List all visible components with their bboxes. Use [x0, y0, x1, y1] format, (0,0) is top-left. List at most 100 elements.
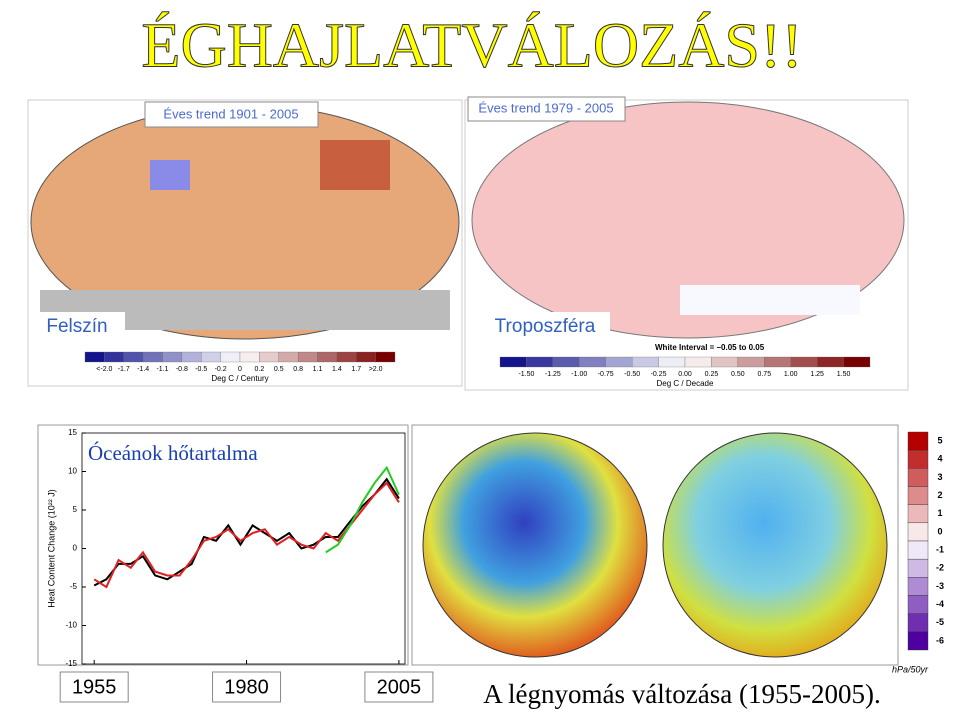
colorbar-label: 0.75: [757, 371, 771, 378]
colorbar-cell: [123, 351, 144, 363]
colorbar-cell: [907, 577, 929, 596]
colorbar-label: 0.25: [705, 371, 719, 378]
plot-area: [81, 432, 406, 665]
colorbar-cell: [375, 351, 396, 363]
colorbar-tick: 5: [937, 435, 942, 445]
colorbar-label: 1.00: [784, 371, 798, 378]
colorbar-cell: [737, 356, 765, 368]
colorbar-tick: 0: [937, 526, 942, 536]
colorbar-cell: [907, 504, 929, 524]
period-label: Éves trend 1901 - 2005: [163, 106, 298, 121]
colorbar: 5 4 3 2 1 0 -1 -2 -3 -4 -5 -6: [907, 431, 944, 651]
period-label: Éves trend 1979 - 2005: [478, 100, 613, 115]
colorbar-label: 1.7: [351, 366, 361, 373]
colorbar-label: -0.75: [598, 371, 614, 378]
colorbar-cell: [162, 351, 183, 363]
colorbar-cell: [220, 351, 241, 363]
colorbar-label: 1.50: [837, 371, 851, 378]
colorbar-cell: [181, 351, 202, 363]
x-tick-label: 1955: [72, 676, 117, 698]
y-tick-label: -15: [65, 659, 77, 668]
colorbar-cell: [816, 356, 844, 368]
colorbar-label: >2.0: [369, 366, 383, 373]
map-region: [150, 160, 190, 190]
colorbar-tick: 4: [937, 454, 942, 464]
label-box: [30, 312, 125, 340]
colorbar-label: -0.8: [176, 366, 188, 373]
colorbar-label: -1.7: [118, 366, 130, 373]
colorbar-label: <-2.0: [96, 366, 112, 373]
x-tick-label: 2005: [377, 676, 422, 698]
colorbar-tick: -3: [936, 581, 944, 591]
colorbar-cell: [907, 431, 929, 451]
colorbar-cell: [259, 351, 279, 363]
colorbar-label: -1.25: [545, 371, 561, 378]
colorbar-cell: [843, 356, 871, 368]
colorbar: <-2.0 -1.7 -1.4 -1.1 -0.8 -0.5 -0.2 0 0.2 0.5 0.8 1…: [84, 351, 396, 383]
colorbar-cell: [907, 631, 929, 651]
colorbar-tick: -2: [936, 563, 944, 573]
colorbar-unit: Deg C / Decade: [657, 379, 714, 388]
period-box: [467, 96, 626, 122]
colorbar-cell: [684, 356, 712, 368]
colorbar-cell: [907, 558, 929, 578]
colorbar-cell: [104, 351, 124, 363]
globe: [662, 432, 888, 658]
period-box: [144, 101, 319, 128]
y-tick-label: -5: [70, 582, 78, 591]
colorbar-cell: [356, 351, 376, 363]
colorbar-unit: hPa/50yr: [892, 664, 929, 674]
colorbar-label: -1.50: [518, 371, 534, 378]
colorbar-cell: [201, 351, 221, 363]
map-region: [320, 140, 390, 190]
colorbar-cell: [278, 351, 299, 363]
x-tick-box: [59, 671, 129, 703]
colorbar-cell: [579, 356, 606, 368]
colorbar-cell: [658, 356, 686, 368]
colorbar-cell: [552, 356, 580, 368]
series-line: [325, 465, 400, 554]
y-tick-label: -10: [65, 621, 77, 630]
colorbar-unit: Deg C / Century: [211, 374, 268, 383]
colorbar-tick: -1: [936, 544, 944, 554]
colorbar-label: -0.5: [195, 366, 207, 373]
colorbar-cell: [907, 468, 929, 487]
x-tick-box: [212, 671, 282, 703]
y-tick-label: 15: [68, 428, 77, 437]
colorbar-cell: [631, 356, 659, 368]
colorbar-label: -0.25: [651, 371, 667, 378]
colorbar-cell: [907, 522, 929, 542]
colorbar-cell: [907, 449, 929, 469]
colorbar-cell: [526, 356, 554, 368]
ocean-chart: Óceánok hőtartalma Heat Content Change (1…: [46, 428, 434, 703]
colorbar-label: -1.1: [156, 366, 168, 373]
colorbar-cell: [907, 613, 929, 633]
colorbar-label: 0.00: [678, 371, 692, 378]
colorbar-cell: [239, 351, 260, 363]
colorbar-tick: 2: [937, 490, 942, 500]
colorbar-tick: 1: [937, 508, 942, 518]
slide-title: ÉGHAJLATVÁLOZÁS!!: [141, 10, 802, 81]
colorbar-label: 0.2: [255, 366, 265, 373]
y-tick-label: 10: [68, 467, 77, 476]
colorbar-cell: [499, 356, 527, 368]
colorbar-cell: [84, 351, 105, 363]
label-box: [480, 312, 610, 340]
colorbar-cell: [907, 486, 929, 505]
map-note: White Interval = –0.05 to 0.05: [655, 343, 765, 352]
y-axis-label: Heat Content Change (10²² J): [46, 489, 56, 608]
colorbar-label: 0.5: [274, 366, 284, 373]
world-map: [471, 101, 905, 339]
colorbar-cell: [711, 356, 739, 368]
colorbar-label: -1.4: [137, 366, 149, 373]
y-tick-label: 0: [73, 544, 78, 553]
map-region: [680, 285, 860, 315]
colorbar-label: 0.8: [293, 366, 303, 373]
colorbar-label: 0: [238, 366, 242, 373]
colorbar-label: 0.50: [731, 371, 745, 378]
colorbar-cell: [907, 595, 929, 614]
colorbar-cell: [790, 356, 818, 368]
colorbar-tick: -4: [936, 599, 944, 609]
